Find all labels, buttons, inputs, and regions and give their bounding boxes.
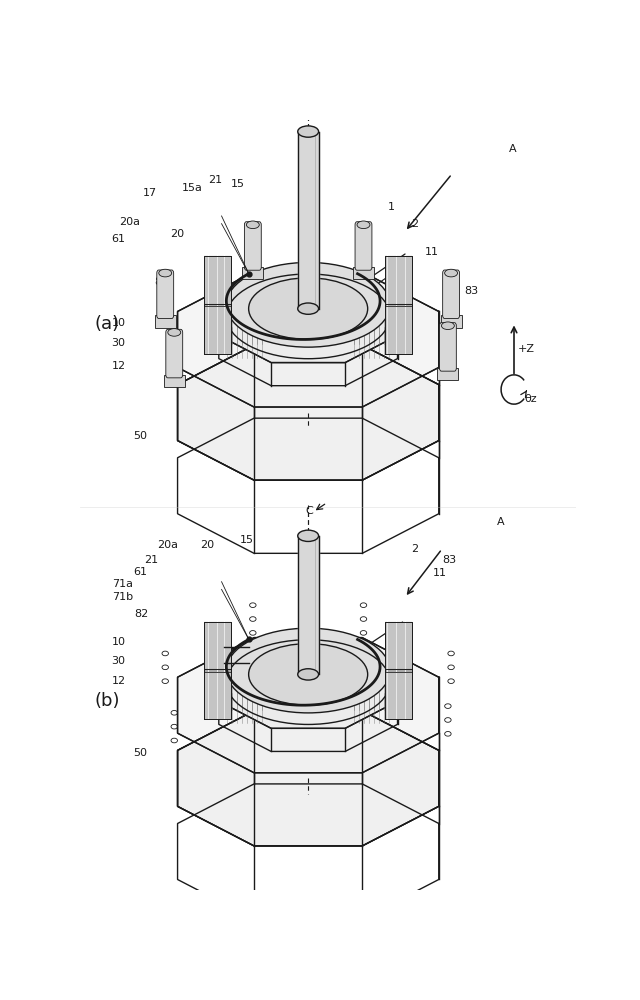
Text: 20a: 20a (157, 540, 178, 550)
Polygon shape (298, 536, 319, 674)
Text: 61: 61 (133, 567, 147, 577)
Text: 71a: 71a (113, 579, 134, 589)
Polygon shape (219, 270, 397, 363)
Text: 15: 15 (231, 179, 245, 189)
Text: 83: 83 (442, 555, 456, 565)
Text: 17: 17 (143, 188, 157, 198)
Text: 50: 50 (133, 748, 147, 758)
Text: 10: 10 (111, 318, 125, 328)
Bar (243, 267, 263, 279)
Text: A: A (509, 144, 516, 154)
Text: 20: 20 (170, 229, 184, 239)
FancyBboxPatch shape (440, 323, 456, 371)
Polygon shape (177, 711, 439, 846)
Text: 30: 30 (111, 338, 125, 348)
FancyBboxPatch shape (157, 270, 173, 318)
Text: 15a: 15a (182, 183, 202, 193)
Text: 2: 2 (412, 544, 419, 554)
Text: 61: 61 (111, 234, 125, 244)
Bar (164, 375, 185, 387)
Polygon shape (219, 636, 397, 728)
Text: +Z: +Z (518, 344, 534, 354)
FancyBboxPatch shape (244, 222, 261, 270)
Bar (385, 669, 412, 719)
Bar (204, 669, 231, 719)
Text: 20: 20 (200, 540, 214, 550)
Text: (a): (a) (95, 315, 120, 333)
Ellipse shape (298, 126, 319, 137)
Text: 12: 12 (111, 361, 125, 371)
FancyBboxPatch shape (166, 329, 182, 378)
Text: 11: 11 (425, 247, 439, 257)
Polygon shape (177, 272, 439, 407)
Text: θz: θz (524, 394, 536, 404)
Text: 20a: 20a (120, 217, 141, 227)
Bar (385, 256, 412, 306)
Ellipse shape (248, 644, 367, 705)
FancyBboxPatch shape (443, 270, 460, 318)
Bar (353, 267, 374, 279)
Text: 21: 21 (208, 175, 222, 185)
Text: (b): (b) (95, 692, 120, 710)
Ellipse shape (357, 221, 370, 229)
Polygon shape (177, 345, 439, 480)
Text: 30: 30 (111, 656, 125, 666)
Bar (204, 256, 231, 306)
Text: 71b: 71b (113, 592, 134, 602)
Text: 11: 11 (433, 568, 447, 578)
Text: 10: 10 (111, 637, 125, 647)
Text: 50: 50 (133, 431, 147, 441)
Text: 83: 83 (465, 286, 479, 296)
FancyBboxPatch shape (355, 222, 372, 270)
Text: 81: 81 (306, 192, 320, 202)
Text: C: C (306, 134, 314, 144)
Bar (438, 368, 458, 380)
Polygon shape (298, 132, 319, 309)
Bar (155, 315, 175, 328)
Text: C: C (306, 506, 314, 516)
Text: 21: 21 (144, 555, 158, 565)
Ellipse shape (298, 303, 319, 314)
Bar (441, 315, 461, 328)
Ellipse shape (298, 669, 319, 680)
Text: 82: 82 (134, 609, 148, 619)
Text: A: A (497, 517, 504, 527)
Ellipse shape (227, 262, 390, 347)
Bar (204, 622, 231, 672)
Ellipse shape (445, 269, 458, 277)
Ellipse shape (227, 628, 390, 713)
Text: 15: 15 (240, 535, 253, 545)
Text: 82: 82 (154, 277, 168, 287)
Ellipse shape (246, 221, 259, 229)
Bar (204, 304, 231, 354)
Text: 2: 2 (412, 219, 419, 229)
Ellipse shape (298, 530, 319, 541)
Ellipse shape (168, 329, 180, 336)
Ellipse shape (248, 278, 367, 339)
Text: 1: 1 (388, 202, 394, 212)
Bar (385, 304, 412, 354)
Ellipse shape (159, 269, 172, 277)
Text: 12: 12 (111, 676, 125, 686)
Polygon shape (177, 638, 439, 773)
Bar (385, 622, 412, 672)
Ellipse shape (442, 322, 454, 330)
